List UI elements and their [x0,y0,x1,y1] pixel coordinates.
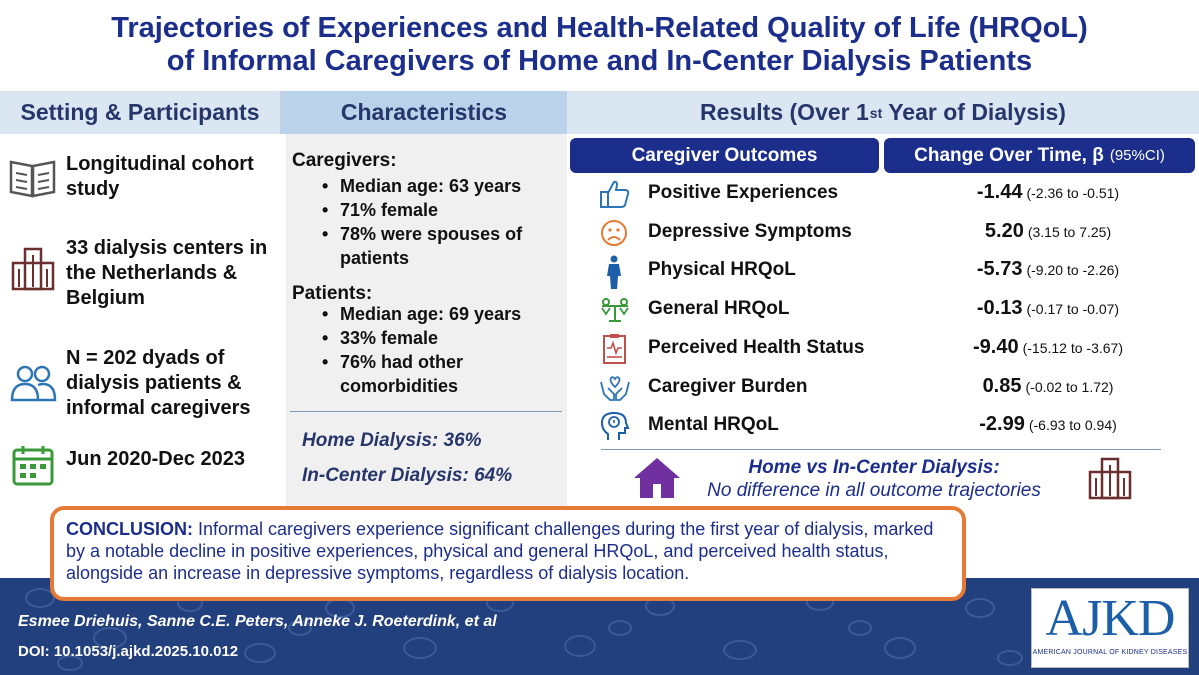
divider [601,449,1161,450]
outcome-ci: (-15.12 to -3.67) [1022,340,1123,356]
incenter-dialysis-share: In-Center Dialysis: 64% [302,465,513,486]
sad-face-icon [601,220,627,246]
outcome-value: -2.99 (-6.93 to 0.94) [938,413,1158,436]
outcome-value: -0.13 (-0.17 to -0.07) [938,297,1158,320]
outcome-beta: -9.40 [973,336,1019,358]
outcome-beta: -5.73 [976,258,1023,280]
infographic-title: Trajectories of Experiences and Health-R… [0,12,1199,78]
outcome-ci: (3.15 to 7.25) [1027,224,1112,240]
outcome-value: 5.20 (3.15 to 7.25) [938,220,1158,243]
list-item: 71% female [320,198,565,222]
doi: DOI: 10.1053/j.ajkd.2025.10.012 [18,643,239,660]
change-heading-label: Change Over Time, β [914,144,1104,166]
outcome-row-caregiver-burden: Caregiver Burden 0.85 (-0.02 to 1.72) [598,372,1158,404]
conclusion-text: Informal caregivers experience significa… [66,519,934,583]
patients-heading: Patients: [292,283,373,304]
outcome-ci: (-9.20 to -2.26) [1026,262,1120,278]
list-item: Median age: 69 years [320,302,565,326]
list-item: 78% were spouses of patients [320,222,565,270]
conclusion-label: CONCLUSION: [66,519,193,539]
header-characteristics: Characteristics [281,91,567,134]
home-dialysis-share: Home Dialysis: 36% [302,430,482,451]
outcomes-heading: Caregiver Outcomes [570,138,879,173]
outcome-label: Positive Experiences [648,182,839,203]
outcome-beta: -1.44 [976,181,1023,203]
patients-list: Median age: 69 years 33% female 76% had … [320,302,565,398]
outcome-label: Depressive Symptoms [648,221,852,242]
list-item: Median age: 63 years [320,174,565,198]
outcome-row-general-hrqol: General HRQoL -0.13 (-0.17 to -0.07) [598,294,1158,326]
setting-item-dyads: N = 202 dyads of dialysis patients & inf… [8,346,276,421]
setting-item-dates: Jun 2020-Dec 2023 [8,446,276,491]
outcome-ci: (-2.36 to -0.51) [1026,185,1120,201]
outcome-label: Physical HRQoL [648,259,796,280]
outcome-row-mental-hrqol: Mental HRQoL -2.99 (-6.93 to 0.94) [598,410,1158,442]
building-icon [1088,457,1132,500]
outcome-label: Caregiver Burden [648,376,808,397]
pattern-decoration [25,588,1023,671]
outcome-row-perceived-health-status: Perceived Health Status -9.40 (-15.12 to … [598,333,1158,365]
outcome-ci: (-6.93 to 0.94) [1028,417,1117,433]
building-icon [11,247,55,291]
outcome-beta: -2.99 [979,413,1025,435]
header-results-prefix: Results (Over 1 [700,99,869,125]
home-vs-incenter: Home vs In-Center Dialysis: No differenc… [684,456,1064,502]
logo-subtitle: AMERICAN JOURNAL OF KIDNEY DISEASES [1032,649,1188,656]
caring-hands-icon [600,376,630,401]
outcome-value: 0.85 (-0.02 to 1.72) [938,375,1158,398]
list-item: 76% had other comorbidities [320,350,565,398]
caregivers-heading: Caregivers: [292,150,397,171]
characteristics-panel: Caregivers: Median age: 63 years 71% fem… [286,134,567,512]
outcome-row-physical-hrqol: Physical HRQoL -5.73 (-9.20 to -2.26) [598,255,1158,289]
change-heading-ci: (95%CI) [1109,147,1165,164]
people-icon [10,365,57,402]
setting-item-text: Jun 2020-Dec 2023 [66,448,246,470]
outcome-row-positive-experiences: Positive Experiences -1.44 (-2.36 to -0.5… [598,178,1158,210]
outcome-ci: (-0.02 to 1.72) [1025,379,1114,395]
mind-icon [600,411,630,440]
header-results-sup: st [869,104,883,121]
conclusion-box: CONCLUSION: Informal caregivers experien… [50,506,966,601]
outcome-beta: 0.85 [982,375,1022,397]
caregivers-list: Median age: 63 years 71% female 78% were… [320,174,565,270]
calendar-icon [12,446,54,486]
outcome-label: Mental HRQoL [648,414,779,435]
change-heading: Change Over Time, β (95%CI) [884,138,1195,173]
scale-icon [601,298,629,322]
outcome-beta: 5.20 [984,220,1024,242]
setting-item-centers: 33 dialysis centers in the Netherlands &… [8,236,276,311]
list-item: 33% female [320,326,565,350]
outcome-ci: (-0.17 to -0.07) [1026,301,1120,317]
setting-item-study: Longitudinal cohort study [8,152,276,202]
outcome-value: -5.73 (-9.20 to -2.26) [938,258,1158,281]
header-results-suffix: Year of Dialysis) [882,99,1066,125]
setting-item-text: 33 dialysis centers in the Netherlands &… [66,237,268,309]
setting-item-text: N = 202 dyads of dialysis patients & inf… [66,347,251,419]
outcome-value: -1.44 (-2.36 to -0.51) [938,181,1158,204]
outcome-beta: -0.13 [976,297,1023,319]
setting-item-text: Longitudinal cohort study [66,153,254,200]
comparison-heading: Home vs In-Center Dialysis: [748,457,1000,478]
outcome-label: Perceived Health Status [648,337,865,358]
outcome-label: General HRQoL [648,298,790,319]
title-line-1: Trajectories of Experiences and Health-R… [111,12,1088,44]
person-icon [607,255,621,289]
authors: Esmee Driehuis, Sanne C.E. Peters, Annek… [18,613,497,630]
book-icon [9,160,56,198]
logo-text: AJKD [1045,590,1176,647]
journal-logo: AJKD AMERICAN JOURNAL OF KIDNEY DISEASES [1031,588,1189,668]
house-icon [634,458,680,498]
comparison-text: No difference in all outcome trajectorie… [707,480,1041,501]
header-setting: Setting & Participants [0,91,281,134]
title-line-2: of Informal Caregivers of Home and In-Ce… [166,45,1033,77]
clipboard-icon [603,334,626,364]
divider [290,411,562,412]
outcome-row-depressive-symptoms: Depressive Symptoms 5.20 (3.15 to 7.25) [598,217,1158,249]
outcome-value: -9.40 (-15.12 to -3.67) [938,336,1158,359]
thumbs-up-icon [600,180,630,208]
